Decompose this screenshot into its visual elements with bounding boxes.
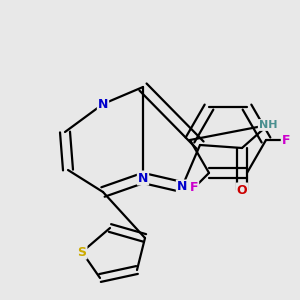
- Text: N: N: [177, 181, 187, 194]
- Text: F: F: [282, 134, 290, 146]
- Text: F: F: [190, 182, 198, 194]
- Text: NH: NH: [259, 120, 277, 130]
- Text: N: N: [138, 172, 148, 184]
- Text: N: N: [98, 98, 108, 110]
- Text: O: O: [237, 184, 247, 196]
- Text: S: S: [77, 245, 86, 259]
